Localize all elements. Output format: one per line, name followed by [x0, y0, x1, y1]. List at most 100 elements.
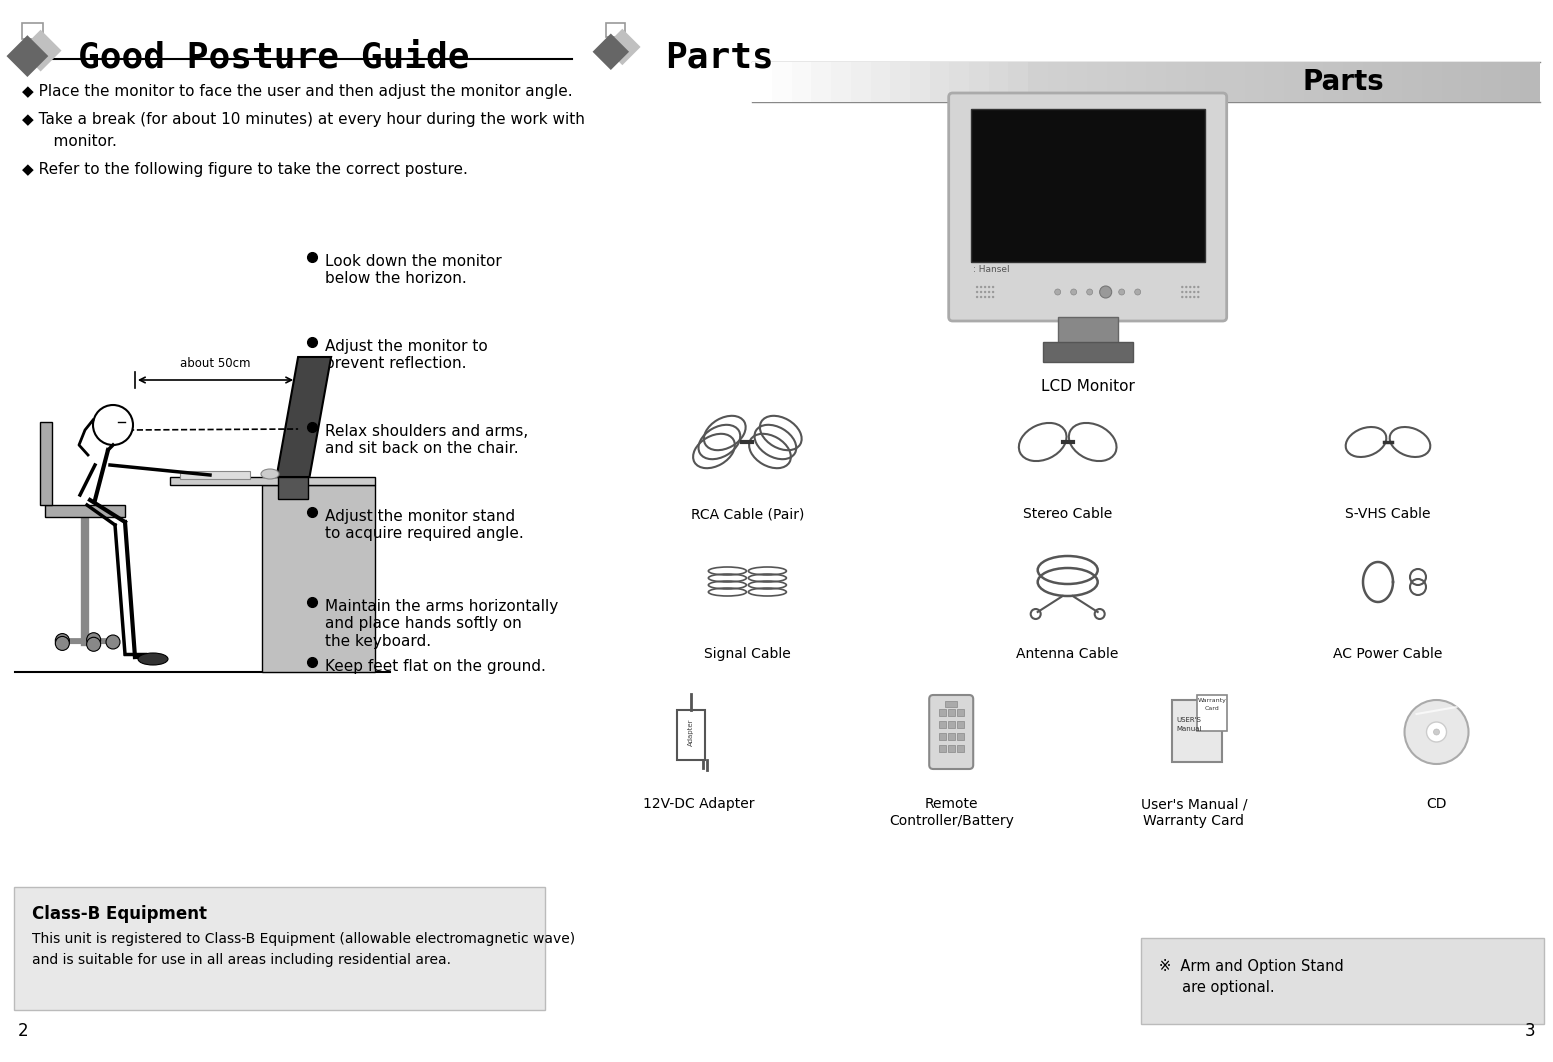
Circle shape — [975, 291, 978, 293]
Text: ※  Arm and Option Stand
     are optional.: ※ Arm and Option Stand are optional. — [1160, 959, 1343, 995]
Circle shape — [1427, 722, 1446, 742]
Circle shape — [93, 405, 134, 445]
Bar — [940, 733, 946, 740]
Bar — [940, 709, 946, 716]
Bar — [949, 62, 969, 102]
FancyBboxPatch shape — [1197, 695, 1227, 731]
Bar — [1402, 62, 1423, 102]
Bar — [812, 62, 831, 102]
Text: Antenna Cable: Antenna Cable — [1017, 647, 1118, 661]
Circle shape — [56, 634, 70, 648]
Bar — [1205, 62, 1225, 102]
Bar — [1028, 62, 1048, 102]
Bar — [262, 485, 374, 672]
Bar — [930, 62, 949, 102]
Text: 3: 3 — [1525, 1022, 1534, 1040]
Circle shape — [1193, 286, 1196, 288]
Text: Relax shoulders and arms,
and sit back on the chair.: Relax shoulders and arms, and sit back o… — [325, 424, 528, 457]
Circle shape — [1190, 296, 1191, 298]
Bar — [1364, 62, 1382, 102]
Bar — [1058, 316, 1118, 347]
Bar — [1423, 62, 1441, 102]
Text: USER'S: USER'S — [1177, 717, 1202, 723]
Bar — [772, 62, 792, 102]
Circle shape — [988, 296, 991, 298]
Bar — [940, 746, 946, 752]
Circle shape — [985, 291, 986, 293]
FancyBboxPatch shape — [1141, 938, 1544, 1024]
Text: ◆ Place the monitor to face the user and then adjust the monitor angle.: ◆ Place the monitor to face the user and… — [22, 84, 573, 99]
Text: Card: Card — [1205, 706, 1219, 710]
Text: Warranty: Warranty — [1197, 698, 1227, 703]
Bar — [45, 506, 124, 517]
Text: 12V-DC Adapter: 12V-DC Adapter — [643, 796, 755, 811]
Circle shape — [1190, 291, 1191, 293]
Text: Good Posture Guide: Good Posture Guide — [78, 40, 469, 74]
Bar — [169, 477, 374, 485]
Bar — [792, 62, 812, 102]
Text: Signal Cable: Signal Cable — [704, 647, 790, 661]
Polygon shape — [6, 35, 48, 78]
Text: LCD Monitor: LCD Monitor — [1041, 379, 1135, 394]
Text: about 50cm: about 50cm — [180, 357, 250, 370]
Bar — [40, 422, 51, 506]
Bar — [831, 62, 851, 102]
Bar — [949, 746, 955, 752]
Circle shape — [975, 296, 978, 298]
Circle shape — [975, 286, 978, 288]
Bar — [1461, 62, 1482, 102]
Text: Class-B Equipment: Class-B Equipment — [33, 905, 207, 923]
Circle shape — [980, 286, 983, 288]
Bar — [1008, 62, 1028, 102]
Bar — [971, 109, 1205, 262]
Circle shape — [1182, 291, 1183, 293]
Text: : Hansel: : Hansel — [972, 266, 1009, 274]
Text: RCA Cable (Pair): RCA Cable (Pair) — [691, 507, 804, 521]
Bar — [752, 62, 772, 102]
Text: AC Power Cable: AC Power Cable — [1334, 647, 1443, 661]
FancyBboxPatch shape — [929, 695, 974, 769]
Circle shape — [1135, 289, 1141, 295]
Text: Keep feet flat on the ground.: Keep feet flat on the ground. — [325, 660, 545, 674]
Text: ◆ Take a break (for about 10 minutes) at every hour during the work with: ◆ Take a break (for about 10 minutes) at… — [22, 112, 585, 127]
Bar — [851, 62, 871, 102]
Bar — [989, 62, 1008, 102]
Circle shape — [1185, 296, 1188, 298]
Bar — [1225, 62, 1244, 102]
Bar — [1042, 342, 1132, 362]
Bar — [1332, 405, 1443, 480]
Polygon shape — [20, 30, 62, 71]
Circle shape — [985, 296, 986, 298]
Bar — [1264, 62, 1284, 102]
Circle shape — [1182, 286, 1183, 288]
Text: Adjust the monitor stand
to acquire required angle.: Adjust the monitor stand to acquire requ… — [325, 509, 523, 542]
Circle shape — [106, 635, 120, 649]
Bar — [1441, 62, 1461, 102]
Bar — [957, 709, 964, 716]
Bar — [1087, 62, 1107, 102]
Bar — [693, 405, 803, 480]
Circle shape — [1070, 289, 1076, 295]
Polygon shape — [607, 22, 624, 37]
Bar — [1244, 62, 1264, 102]
Circle shape — [1054, 289, 1061, 295]
Polygon shape — [22, 22, 43, 39]
Polygon shape — [276, 357, 331, 477]
Circle shape — [87, 637, 101, 651]
Circle shape — [1197, 291, 1199, 293]
Text: Parts: Parts — [1303, 68, 1384, 96]
Circle shape — [988, 291, 991, 293]
Bar — [1343, 62, 1364, 102]
Circle shape — [1118, 289, 1124, 295]
Text: Adapter: Adapter — [688, 718, 694, 746]
Bar — [890, 62, 910, 102]
Circle shape — [992, 291, 994, 293]
Bar — [1303, 62, 1323, 102]
Text: Stereo Cable: Stereo Cable — [1023, 507, 1112, 521]
Text: 2: 2 — [19, 1022, 28, 1040]
Bar — [1284, 62, 1303, 102]
Text: ◆ Refer to the following figure to take the correct posture.: ◆ Refer to the following figure to take … — [22, 162, 467, 177]
Circle shape — [1197, 286, 1199, 288]
Circle shape — [992, 286, 994, 288]
Bar — [1166, 62, 1185, 102]
